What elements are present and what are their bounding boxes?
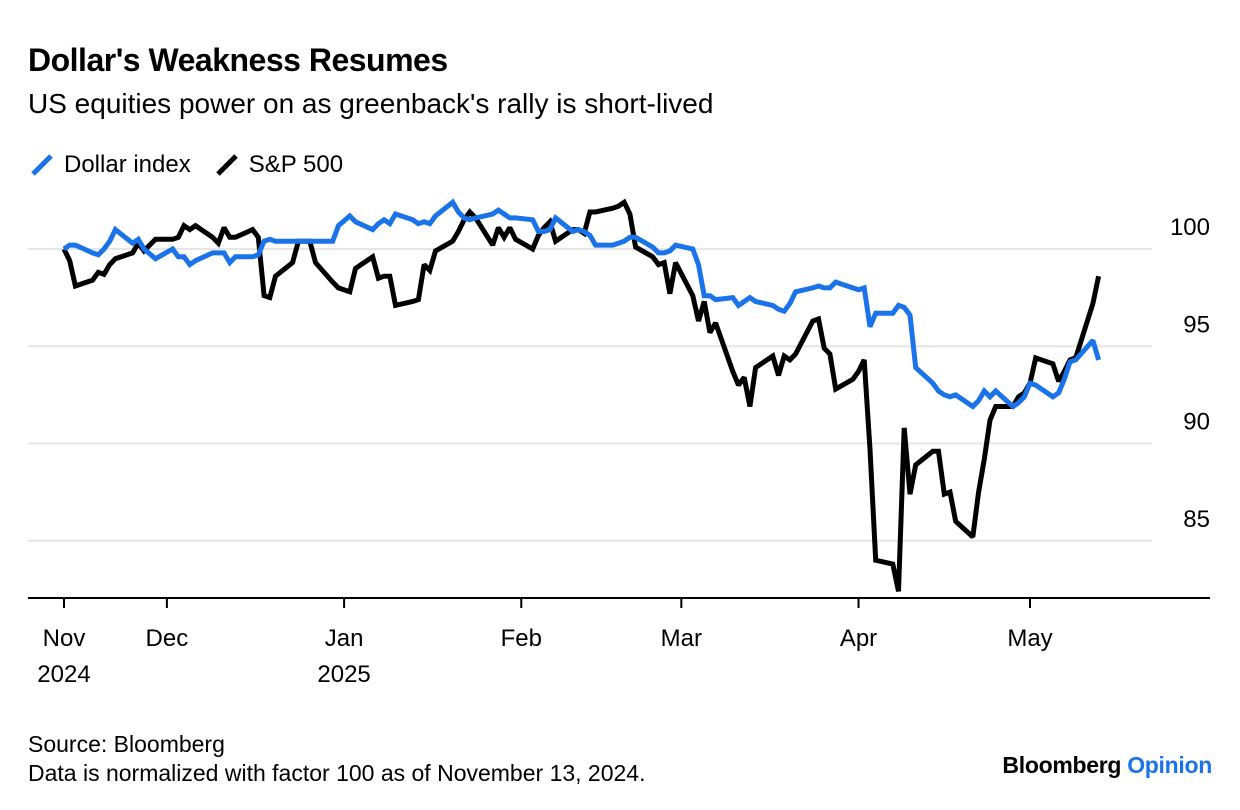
x-tick-label-dec: Dec [146, 625, 189, 652]
x-tick-label-apr: Apr [840, 625, 877, 652]
legend-swatch-dollar-index [31, 154, 53, 176]
x-tick-label-mar: Mar [661, 625, 702, 652]
y-tick-label-90: 90 [1183, 409, 1210, 436]
normalization-note: Data is normalized with factor 100 as of… [28, 760, 646, 786]
series-line-dollar-index [62, 198, 1101, 410]
x-tick-label-feb: Feb [501, 625, 542, 652]
brand-main: Bloomberg [1002, 752, 1122, 778]
chart-title: Dollar's Weakness Resumes [28, 42, 448, 78]
y-tick-label-95: 95 [1183, 311, 1210, 338]
x-tick-label-jan: Jan [325, 625, 364, 652]
legend-item-dollar-index: Dollar index [28, 151, 191, 179]
source-note: Source: Bloomberg Data is normalized wit… [28, 730, 646, 788]
y-tick-label-85: 85 [1183, 506, 1210, 533]
y-tick-label-100: 100 [1170, 214, 1210, 241]
legend-item-sp500: S&P 500 [213, 151, 343, 179]
series-line-sp500 [61, 198, 1102, 592]
chart-subtitle: US equities power on as greenback's rall… [28, 88, 714, 119]
x-tick-year-2025: 2025 [317, 661, 370, 688]
legend-label-dollar-index: Dollar index [64, 151, 191, 178]
x-tick-label-may: May [1007, 625, 1052, 652]
legend-label-sp500: S&P 500 [248, 151, 344, 178]
source-label: Source: Bloomberg [28, 731, 225, 757]
legend: Dollar index S&P 500 [28, 148, 365, 182]
x-tick-year-2024: 2024 [37, 661, 90, 688]
x-tick-label-nov: Nov [43, 625, 86, 652]
legend-swatch-sp500 [215, 154, 238, 176]
brand-accent: Opinion [1127, 752, 1212, 778]
brand-logo: Bloomberg Opinion [1002, 752, 1212, 779]
